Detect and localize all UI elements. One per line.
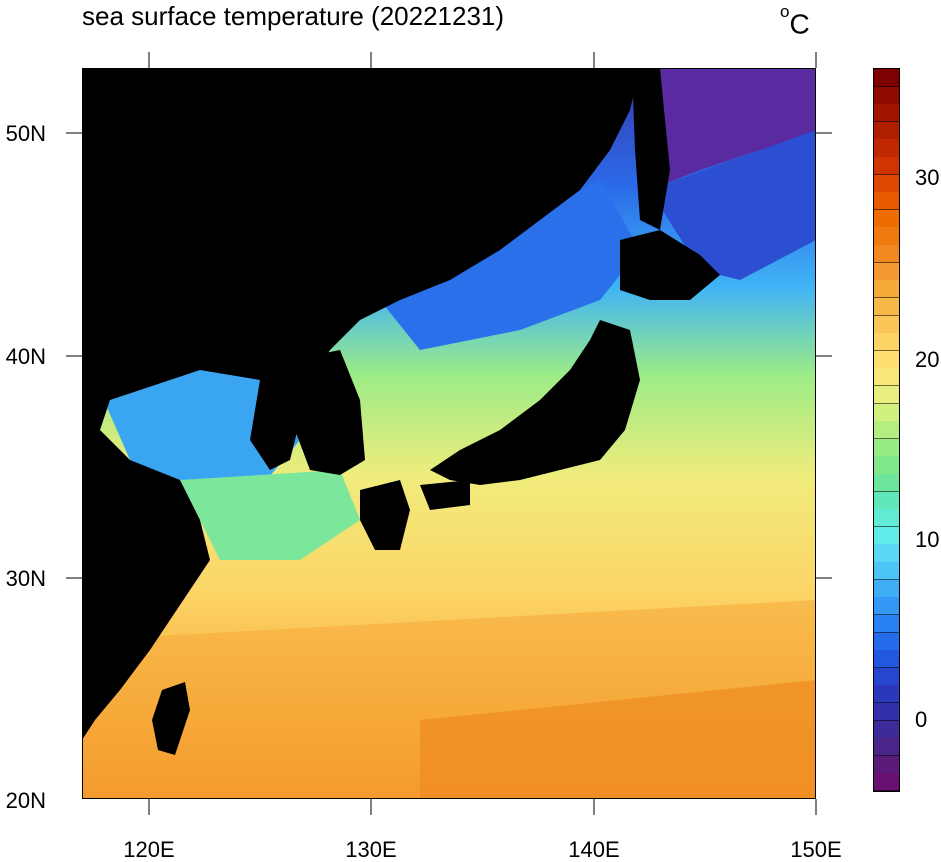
colorbar-segment — [874, 209, 899, 228]
colorbar-segment — [874, 667, 899, 686]
colorbar-segment — [874, 421, 899, 440]
colorbar-segment — [874, 350, 899, 369]
colorbar-segment — [874, 474, 899, 493]
colorbar-segment — [874, 262, 899, 281]
colorbar-segment — [874, 632, 899, 651]
colorbar-label: 30 — [915, 165, 940, 190]
colorbar-segment — [874, 245, 899, 264]
colorbar-segment — [874, 315, 899, 334]
axis-ticks — [66, 52, 832, 815]
x-tick-label: 130E — [345, 837, 397, 862]
taiwan-island — [152, 682, 190, 755]
colorbar-segment — [874, 438, 899, 457]
y-tick-label: 50N — [5, 121, 46, 146]
color-bar — [873, 68, 900, 792]
x-tick-label: 120E — [123, 837, 175, 862]
x-tick-label: 140E — [568, 837, 620, 862]
colorbar-segment — [874, 614, 899, 633]
colorbar-segment — [874, 139, 899, 158]
south-warm — [420, 680, 816, 799]
colorbar-segment — [874, 544, 899, 563]
colorbar-segment — [874, 685, 899, 704]
colorbar-segment — [874, 104, 899, 123]
colorbar-segment — [874, 121, 899, 140]
colorbar-segment — [874, 773, 899, 791]
hokkaido-island — [620, 230, 720, 300]
colorbar-segment — [874, 280, 899, 299]
colorbar-segment — [874, 403, 899, 422]
x-tick-label: 150E — [790, 837, 842, 862]
asian-continent — [82, 68, 640, 740]
colorbar-segment — [874, 174, 899, 193]
colorbar-label: 0 — [915, 707, 928, 732]
colorbar-segment — [874, 702, 899, 722]
y-tick-label: 20N — [5, 788, 46, 813]
unit-label: oC — [780, 2, 810, 40]
japan-sea-cold — [380, 180, 640, 350]
colorbar-segment — [874, 86, 899, 105]
colorbar-segment — [874, 456, 899, 475]
colorbar-segment — [874, 650, 899, 669]
colorbar-segment — [874, 368, 899, 387]
y-tick-label: 30N — [5, 566, 46, 591]
colorbar-label: 10 — [915, 527, 940, 552]
colorbar-segment — [874, 509, 899, 528]
colorbar-segment — [874, 755, 899, 774]
colorbar-segment — [874, 562, 899, 581]
honshu-island — [430, 320, 640, 485]
map-frame — [82, 68, 816, 799]
colorbar-segment — [874, 720, 899, 739]
colorbar-segment — [874, 385, 899, 405]
sakhalin-island — [632, 68, 670, 230]
okhotsk-sea — [640, 68, 816, 190]
colorbar-segment — [874, 227, 899, 246]
colorbar-segment — [874, 738, 899, 757]
shikoku-island — [420, 480, 470, 510]
colorbar-segment — [874, 157, 899, 176]
colorbar-segment — [874, 579, 899, 598]
colorbar-segment — [874, 297, 899, 317]
unit-text: C — [789, 8, 810, 40]
colorbar-segment — [874, 69, 899, 88]
colorbar-segment — [874, 491, 899, 510]
yellow-sea — [95, 360, 300, 500]
colorbar-segment — [874, 192, 899, 211]
colorbar-segment — [874, 333, 899, 352]
map-title: sea surface temperature (20221231) — [82, 1, 505, 31]
colorbar-label: 20 — [915, 347, 940, 372]
y-tick-label: 40N — [5, 344, 46, 369]
kyushu-island — [360, 480, 410, 550]
cold-north-pacific — [650, 130, 816, 280]
colorbar-segment — [874, 526, 899, 545]
east-china-sea — [180, 470, 360, 560]
colorbar-segment — [874, 597, 899, 616]
korean-peninsula — [290, 350, 365, 475]
degree-symbol: o — [780, 2, 790, 21]
